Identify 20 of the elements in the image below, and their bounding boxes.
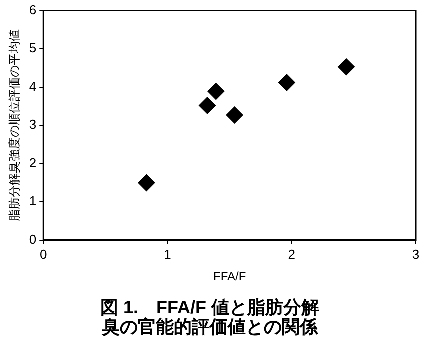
y-tick-label: 2 — [29, 155, 37, 170]
x-tick-label: 3 — [412, 246, 420, 262]
x-tick-label: 2 — [288, 246, 296, 262]
point — [208, 83, 225, 100]
y-tick-label: 0 — [29, 232, 37, 247]
text: 図 1. FFA/F 値と脂肪分解臭の官能的評価値との関係 — [100, 297, 320, 338]
point — [338, 58, 355, 76]
x-tick-label: 1 — [164, 246, 172, 262]
y-tick-label: 5 — [29, 40, 37, 56]
point — [138, 174, 156, 192]
y-tick-label: 3 — [29, 117, 37, 132]
y-tick-label: 1 — [29, 194, 37, 209]
point — [226, 106, 244, 124]
x-tick-label: 0 — [40, 246, 48, 262]
y-tick-label: 4 — [29, 78, 37, 94]
point — [278, 74, 296, 92]
x-axis-title: FFA/F — [213, 270, 246, 284]
y-tick-label: 6 — [29, 2, 37, 18]
y-axis-title: 脂肪分解臭強度の順位評価の平均値 — [8, 30, 22, 222]
point — [198, 97, 216, 114]
